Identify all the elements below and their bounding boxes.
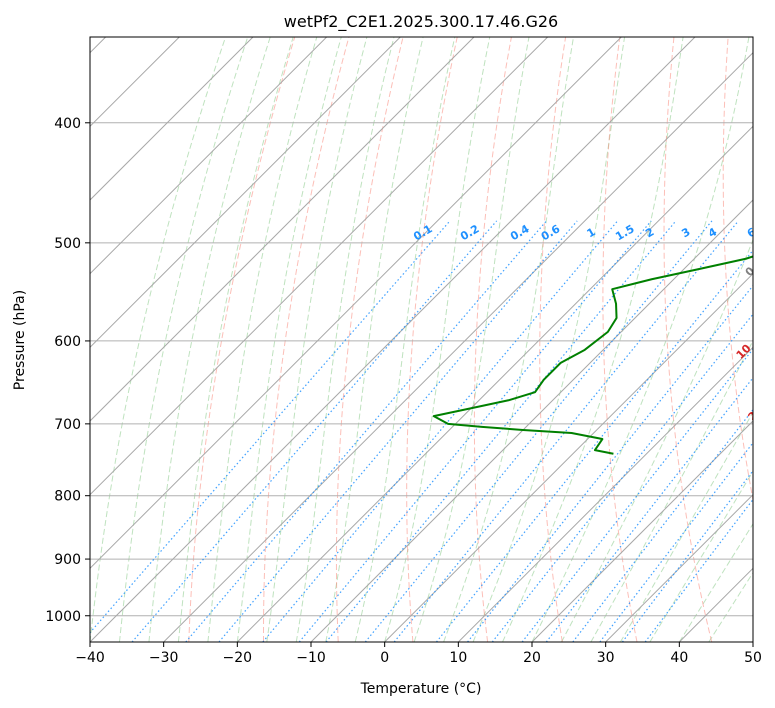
dry-adiabat-line xyxy=(539,37,567,642)
profile-series xyxy=(432,255,753,455)
dry-adiabat-line xyxy=(335,37,404,642)
moist-adiabat-line xyxy=(561,238,753,642)
mixing-ratio-line xyxy=(545,376,753,642)
isotherm-line xyxy=(531,420,753,642)
x-tick-label: −30 xyxy=(149,650,179,666)
annotation-label: -20 xyxy=(749,102,772,125)
moist-adiabat-line xyxy=(531,37,750,642)
moist-adiabat-line xyxy=(207,37,318,642)
moist-adiabat-line xyxy=(384,37,491,642)
y-tick-label: 1000 xyxy=(45,609,81,625)
mixing-ratio-line xyxy=(467,284,753,642)
moist-adiabat-line xyxy=(472,37,626,642)
dry-adiabat-line xyxy=(263,37,350,642)
y-tick-label: 600 xyxy=(54,334,81,350)
mixing-ratio-line xyxy=(325,220,677,642)
y-tick-label: 800 xyxy=(54,489,81,505)
isotherm-line xyxy=(384,272,753,642)
isotherm-line xyxy=(90,37,549,496)
mixing-ratio-line xyxy=(572,408,753,642)
moist-adiabat-line xyxy=(678,522,753,642)
dry-adiabat-line xyxy=(663,37,713,642)
x-tick-label: 40 xyxy=(670,650,688,666)
isotherms xyxy=(90,37,753,642)
mixing-ratio-line xyxy=(521,348,753,642)
moist-adiabat-line xyxy=(354,37,456,642)
x-tick-label: 0 xyxy=(380,650,389,666)
mixing-ratio-line xyxy=(435,249,753,642)
moist-adiabat-line xyxy=(236,37,342,642)
moist-adiabat-line xyxy=(502,37,684,642)
plot-area: -100-90-80-70-60-50-40-30-20-10010203040… xyxy=(90,29,772,642)
moist-adiabat-line xyxy=(90,37,227,642)
dewpoint-profile-line xyxy=(432,255,753,455)
moist-adiabats xyxy=(90,37,753,642)
x-axis-ticks: −40 −30 −20 −10 0 10 20 30 40 50 xyxy=(75,642,762,666)
x-tick-label: −20 xyxy=(223,650,253,666)
y-tick-label: 400 xyxy=(54,116,81,132)
y-axis-label: Pressure (hPa) xyxy=(12,290,28,390)
moist-adiabat-line xyxy=(177,37,294,642)
mixing-ratio-lines xyxy=(90,220,753,642)
moist-adiabat-line xyxy=(590,339,753,642)
dry-adiabat-line xyxy=(188,37,296,642)
annotation-label: 20 xyxy=(745,403,765,423)
mixing-ratio-line xyxy=(131,220,498,642)
plot-frame xyxy=(89,36,754,643)
annotation-label: -30 xyxy=(748,29,771,52)
dry-adiabat-line xyxy=(722,37,753,503)
x-tick-label: −10 xyxy=(296,650,326,666)
moist-adiabat-line xyxy=(325,37,424,642)
y-tick-label: 700 xyxy=(54,417,81,433)
annotation-label: 6 xyxy=(745,225,758,240)
moist-adiabat-line xyxy=(619,411,753,642)
x-tick-label: 30 xyxy=(597,650,615,666)
isotherm-line xyxy=(236,125,753,642)
moist-adiabat-line xyxy=(413,37,530,642)
x-axis-label: Temperature (°C) xyxy=(360,681,482,697)
y-axis-ticks: 1002003004005006007008009001000 xyxy=(45,116,90,625)
isotherm-line xyxy=(457,346,753,642)
dry-adiabat-line xyxy=(602,37,638,642)
moist-adiabat-line xyxy=(148,37,271,642)
isotherm-line xyxy=(310,199,753,642)
x-tick-label: 10 xyxy=(449,650,467,666)
pressure-gridlines xyxy=(90,122,753,617)
y-tick-label: 500 xyxy=(54,236,81,252)
x-tick-label: 20 xyxy=(523,650,541,666)
isotherm-line xyxy=(90,37,696,642)
mixing-ratio-line xyxy=(621,469,753,642)
moist-adiabat-line xyxy=(118,37,249,642)
y-tick-label: 900 xyxy=(54,552,81,568)
mixing-ratio-line xyxy=(218,220,578,642)
x-tick-label: −40 xyxy=(75,650,105,666)
chart-title: wetPf2_C2E1.2025.300.17.46.G26 xyxy=(284,12,558,32)
x-tick-label: 50 xyxy=(744,650,762,666)
isotherm-line xyxy=(90,37,623,570)
isotherm-line xyxy=(163,51,753,642)
moist-adiabat-line xyxy=(266,37,368,642)
mixing-ratio-line xyxy=(364,220,713,642)
annotation-label: 0 xyxy=(743,264,758,279)
mixing-ratio-line xyxy=(599,441,753,642)
moist-adiabat-line xyxy=(649,470,753,642)
dry-adiabat-line xyxy=(473,37,512,642)
moist-adiabat-line xyxy=(295,37,395,642)
mixing-ratio-line xyxy=(491,313,753,642)
moist-adiabat-line xyxy=(443,37,575,642)
